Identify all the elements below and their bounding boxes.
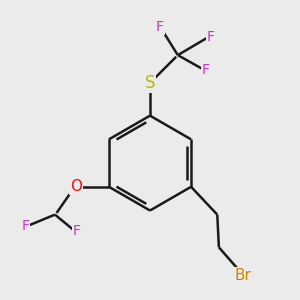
Text: O: O [70,179,82,194]
Text: Br: Br [235,268,252,283]
Text: S: S [145,74,155,92]
Text: F: F [206,30,214,44]
Text: F: F [156,20,164,34]
Text: F: F [202,63,210,77]
Text: F: F [22,219,29,233]
Text: F: F [72,224,80,238]
